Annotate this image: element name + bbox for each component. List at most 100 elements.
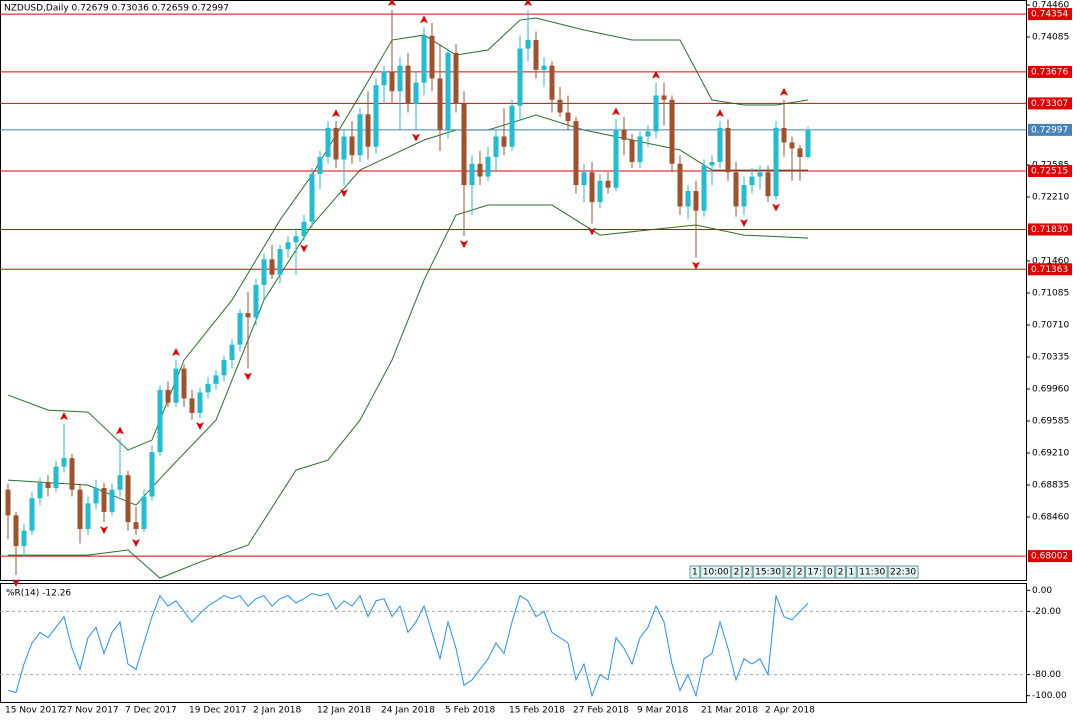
level-label: 0.73676 xyxy=(1031,67,1068,77)
candle-body xyxy=(629,139,635,163)
fractal-arrow xyxy=(340,189,348,198)
candle-body xyxy=(181,368,187,399)
event-box xyxy=(794,565,806,579)
event-label: 17: xyxy=(808,568,822,578)
event-label: 1 xyxy=(849,568,855,578)
candle-body xyxy=(277,249,283,275)
candle-body xyxy=(77,489,83,529)
y-tick-label: 0.69585 xyxy=(1032,417,1069,427)
y-tick-label: -20.00 xyxy=(1032,607,1061,617)
candle-body xyxy=(133,522,139,529)
level-label: 0.68002 xyxy=(1031,552,1068,562)
candle-body xyxy=(709,162,715,166)
level-label-box xyxy=(1028,263,1072,276)
candle-body xyxy=(421,35,427,83)
candle-body xyxy=(485,156,491,177)
fractal-arrow xyxy=(420,15,428,24)
candle-body xyxy=(533,40,539,70)
candle-body xyxy=(669,99,675,164)
fractal-arrow xyxy=(740,218,748,227)
y-tick-label: 0.72210 xyxy=(1032,193,1069,203)
candle-body xyxy=(21,530,27,547)
candle-body xyxy=(453,52,459,105)
event-box xyxy=(846,565,857,579)
candle-body xyxy=(197,392,203,413)
fractal-arrow xyxy=(332,109,340,118)
candle-body xyxy=(525,40,531,49)
candle-body xyxy=(45,482,51,489)
candle-body xyxy=(149,452,155,497)
y-tick-label: 0.68835 xyxy=(1032,481,1069,491)
candle-body xyxy=(261,259,267,285)
candle-body xyxy=(581,172,587,186)
level-label: 0.72997 xyxy=(1031,125,1068,135)
candle-body xyxy=(557,99,563,113)
x-tick-label: 19 Dec 2017 xyxy=(189,706,247,716)
candle-body xyxy=(613,129,619,188)
x-tick-label: 7 Dec 2017 xyxy=(125,706,177,716)
event-label: 2 xyxy=(744,568,750,578)
candle-body xyxy=(645,131,651,137)
level-label-box xyxy=(1028,223,1072,236)
candle-body xyxy=(61,458,67,467)
candle-body xyxy=(341,136,347,160)
event-label: 22:30 xyxy=(890,568,916,578)
fractal-arrow xyxy=(388,0,396,7)
event-box xyxy=(887,565,919,579)
y-tick-label: 0.71085 xyxy=(1032,289,1069,299)
x-tick-label: 2 Apr 2018 xyxy=(765,706,815,716)
candle-body xyxy=(541,65,547,70)
candle-body xyxy=(741,185,747,207)
level-label: 0.72515 xyxy=(1031,167,1068,177)
candle-body xyxy=(141,496,147,529)
candle-body xyxy=(749,176,755,186)
fractal-arrow xyxy=(172,348,180,357)
event-label: 1 xyxy=(692,568,698,578)
candle-body xyxy=(621,129,627,140)
y-tick-label: 0.70335 xyxy=(1032,353,1069,363)
fractal-arrow xyxy=(692,261,700,270)
bollinger-band xyxy=(7,114,808,506)
candle-body xyxy=(461,104,467,186)
candle-body xyxy=(333,127,339,160)
fractal-arrow xyxy=(132,538,140,547)
candle-body xyxy=(597,180,603,203)
event-label: 10:00 xyxy=(703,568,729,578)
candle-body xyxy=(501,136,507,147)
candle-body xyxy=(325,127,331,157)
candle-body xyxy=(373,85,379,147)
level-label-box xyxy=(1028,8,1072,21)
candle-body xyxy=(117,475,123,490)
chart-title: NZDUSD,Daily 0.72679 0.73036 0.72659 0.7… xyxy=(4,4,229,14)
y-tick-label: -80.00 xyxy=(1032,670,1061,680)
candle-body xyxy=(765,172,771,197)
candle-body xyxy=(237,313,243,345)
candle-body xyxy=(437,78,443,130)
fractal-arrow xyxy=(612,107,620,116)
level-label: 0.71830 xyxy=(1031,225,1068,235)
candle-body xyxy=(93,488,99,504)
fractal-arrow xyxy=(412,133,420,142)
candle-body xyxy=(285,242,291,250)
indicator-line xyxy=(7,592,809,698)
candle-body xyxy=(677,163,683,207)
event-box xyxy=(783,565,795,579)
candle-body xyxy=(477,163,483,177)
candle-body xyxy=(429,35,435,79)
event-label: 2 xyxy=(797,568,803,578)
candle-body xyxy=(5,489,11,516)
candle-body xyxy=(797,148,803,158)
candle-body xyxy=(653,95,659,132)
candle-body xyxy=(469,163,475,186)
candle-body xyxy=(293,236,299,243)
candle-body xyxy=(213,375,219,384)
candle-body xyxy=(157,389,163,453)
x-tick-label: 21 Mar 2018 xyxy=(701,706,758,716)
level-label-box xyxy=(1028,123,1072,136)
fractal-arrow xyxy=(524,0,532,7)
event-box xyxy=(835,565,846,579)
candle-body xyxy=(573,121,579,186)
event-label: 2 xyxy=(838,568,844,578)
indicator-panel xyxy=(0,583,1027,703)
